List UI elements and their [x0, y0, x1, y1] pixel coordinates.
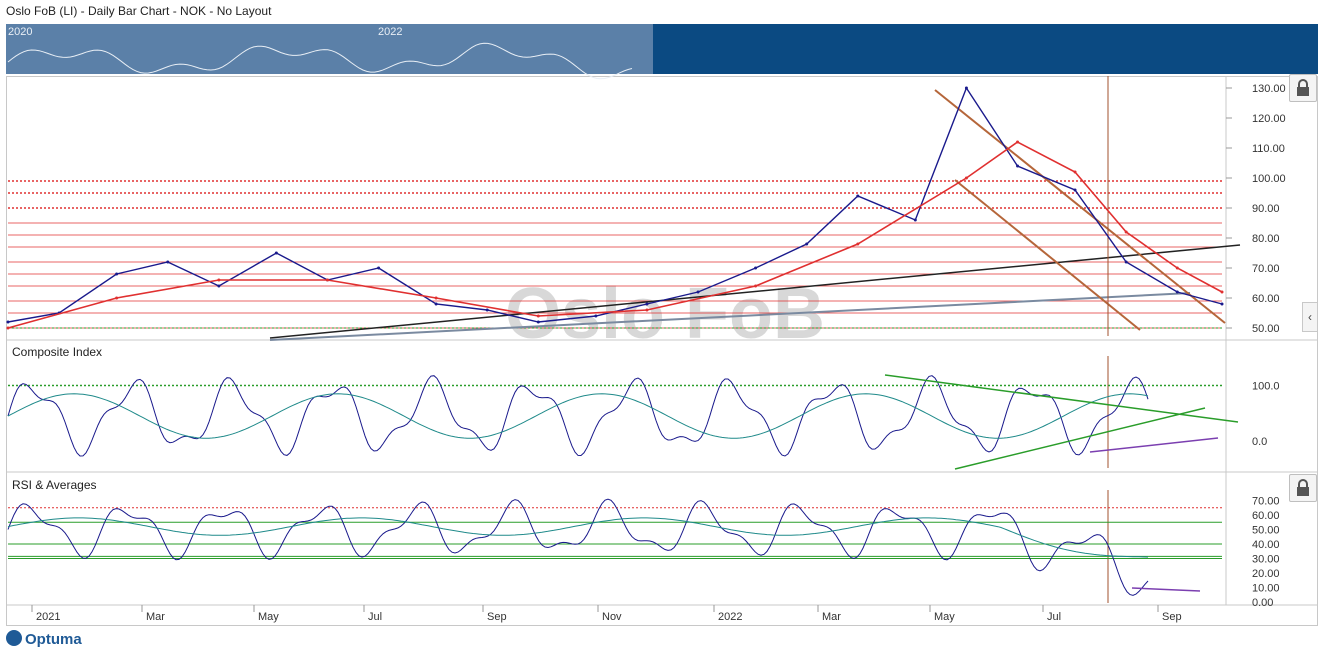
composite-divergence-line [1089, 437, 1219, 453]
rsi-y-tick: 40.00 [1252, 539, 1280, 551]
ma-point [645, 308, 649, 312]
price-point [754, 266, 758, 270]
price-point [913, 218, 917, 222]
price-point [434, 302, 438, 306]
x-axis-tick: Sep [1162, 611, 1182, 623]
price-y-tick: 90.00 [1252, 203, 1280, 215]
rsi-y-tick: 20.00 [1252, 568, 1280, 580]
x-axis-tick: 2022 [718, 611, 742, 623]
trendline-black [269, 244, 1241, 339]
x-axis-tick: Sep [487, 611, 507, 623]
price-point [115, 272, 119, 276]
lock-icon[interactable] [1289, 474, 1317, 502]
ma-point [1220, 290, 1224, 294]
rsi-y-tick: 30.00 [1252, 554, 1280, 566]
rsi-y-tick: 60.00 [1252, 510, 1280, 522]
price-point [217, 284, 221, 288]
price-y-tick: 60.00 [1252, 293, 1280, 305]
ma-point [856, 242, 860, 246]
optuma-logo: Optuma [6, 630, 82, 648]
rsi-panel-label: RSI & Averages [12, 478, 97, 492]
ma-point [964, 176, 968, 180]
composite-y-tick: 100.0 [1252, 381, 1280, 393]
price-y-tick: 100.00 [1252, 173, 1286, 185]
rsi-y-tick: 70.00 [1252, 496, 1280, 508]
price-point [645, 302, 649, 306]
trendline-brown-lower [954, 179, 1141, 331]
price-y-tick: 110.00 [1252, 143, 1285, 155]
ma-point [434, 296, 438, 300]
price-y-tick: 130.00 [1252, 83, 1286, 95]
price-y-tick: 80.00 [1252, 233, 1280, 245]
price-y-tick: 50.00 [1252, 323, 1280, 335]
rsi-divergence-line [1131, 587, 1201, 592]
price-point [1175, 290, 1179, 294]
trendline-grey [269, 292, 1191, 341]
price-point [6, 320, 10, 324]
navigator-sparkline [7, 42, 633, 80]
composite-trendline-upper [884, 374, 1239, 423]
composite-average-line [7, 393, 1149, 439]
chart-frame [6, 76, 1318, 626]
lock-glyph [1297, 479, 1309, 496]
price-point [485, 308, 489, 312]
rsi-y-tick: 10.00 [1252, 583, 1280, 595]
price-point [1220, 302, 1224, 306]
price-y-tick: 120.00 [1252, 113, 1286, 125]
rsi-y-tick: 0.00 [1252, 597, 1273, 609]
navigator-year-label: 2020 [8, 26, 33, 38]
price-point [377, 266, 381, 270]
price-y-tick: 70.00 [1252, 263, 1280, 275]
price-point [166, 260, 170, 264]
price-point [696, 290, 700, 294]
ma-point [536, 314, 540, 318]
ma-point [217, 278, 221, 282]
chart-title: Oslo FoB (LI) - Daily Bar Chart - NOK - … [6, 4, 272, 18]
price-point [1073, 188, 1077, 192]
rsi-line [7, 498, 1149, 596]
x-axis-tick: Mar [146, 611, 165, 623]
ma-point [325, 278, 329, 282]
ma-point [1016, 140, 1020, 144]
ma-point [6, 326, 10, 330]
price-point [805, 242, 809, 246]
lock-glyph [1297, 79, 1309, 96]
rsi-average-line [7, 517, 1149, 558]
ma-point [754, 284, 758, 288]
chevron-left-icon[interactable]: ‹ [1302, 302, 1318, 332]
price-point [594, 314, 598, 318]
rsi-y-tick: 50.00 [1252, 525, 1280, 537]
composite-y-tick: 0.0 [1252, 436, 1267, 448]
navigator-year-label: 2022 [378, 26, 403, 38]
composite-panel-label: Composite Index [12, 345, 103, 359]
x-axis-tick: Jul [368, 611, 382, 623]
price-point [536, 320, 540, 324]
x-axis-tick: Jul [1047, 611, 1061, 623]
ma-point [1124, 230, 1128, 234]
trendline-brown-upper [934, 89, 1226, 324]
x-axis-tick: May [258, 611, 279, 623]
composite-index-line [7, 375, 1149, 457]
price-point [1124, 260, 1128, 264]
ma-point [1175, 266, 1179, 270]
composite-trendline-lower [954, 407, 1206, 470]
ma-point [115, 296, 119, 300]
price-point [856, 194, 860, 198]
ma-point [1073, 170, 1077, 174]
price-point [274, 251, 278, 255]
logo-text: Optuma [25, 631, 82, 648]
price-point [1016, 164, 1020, 168]
price-point [964, 86, 968, 90]
navigator-window[interactable]: 2020 2022 [6, 24, 653, 74]
x-axis-tick: Nov [602, 611, 622, 623]
lock-icon[interactable] [1289, 74, 1317, 102]
x-axis-tick: May [934, 611, 955, 623]
x-axis-tick: 2021 [36, 611, 60, 623]
x-axis-tick: Mar [822, 611, 841, 623]
